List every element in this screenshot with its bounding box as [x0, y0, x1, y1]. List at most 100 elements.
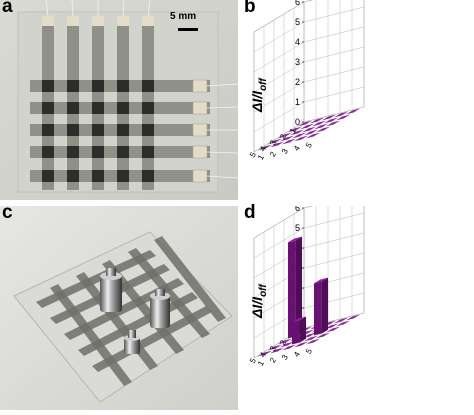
floor-cell — [345, 314, 361, 321]
gridline-z — [303, 6, 365, 23]
scale-bar — [178, 28, 198, 31]
panel-label-a: a — [2, 0, 13, 17]
floor-cell — [269, 141, 285, 148]
floor-cell — [257, 350, 273, 357]
floor-cell — [279, 135, 295, 142]
row-tick-label: 4 — [258, 144, 268, 153]
floor-cell — [315, 126, 331, 133]
floor-cell — [325, 120, 341, 127]
z-axis-label: ΔI/Ioff — [249, 283, 269, 319]
bar-face-side — [321, 277, 329, 334]
z-axis-label: ΔI/Ioff — [249, 77, 269, 113]
back-wall — [303, 192, 365, 329]
chart-b: 0 1 2 3 4 5 6 1 2 3 4 5 1 2 3 4 5 ΔI/Ioff b — [240, 0, 474, 204]
z-axis-label-main: ΔI/I — [249, 90, 265, 113]
bar-face-front — [313, 281, 322, 336]
z-axis-label-sub: off — [258, 283, 269, 297]
vertical-contacts — [42, 16, 154, 26]
row-tick-label: 1 — [288, 126, 298, 135]
gridline-z — [253, 101, 305, 133]
row-tick-label: 3 — [268, 344, 278, 353]
z-tick-label: 5 — [295, 17, 300, 27]
weight-1 — [100, 268, 122, 312]
floor-cell — [277, 132, 293, 139]
floor-cell — [293, 135, 309, 142]
panel-label-d: d — [244, 202, 256, 223]
floor-cell — [305, 132, 321, 139]
col-tick-label: 2 — [268, 356, 278, 365]
floor-cell — [303, 335, 319, 342]
z-tick-label: 4 — [295, 37, 300, 47]
z-tick-label: 0 — [295, 117, 300, 127]
bars — [287, 236, 329, 345]
gridline-z — [253, 41, 305, 73]
z-axis-label-sub: off — [258, 77, 269, 91]
wires — [45, 0, 239, 179]
bar-face-front — [287, 240, 296, 339]
floor-cell — [289, 129, 305, 136]
gridline-z — [253, 227, 305, 259]
floor-cell — [299, 123, 315, 130]
col-tick-label: 3 — [280, 353, 290, 362]
bar — [287, 236, 303, 339]
floor-cell — [267, 138, 283, 145]
floor-cell — [301, 126, 317, 133]
z-tick-labels: 0 1 2 3 4 5 6 — [295, 0, 304, 127]
bar — [291, 316, 307, 345]
z-tick-label: 1 — [295, 97, 300, 107]
floor-cell — [333, 317, 349, 324]
z-tick-label: 5 — [295, 223, 300, 233]
photo-a-drawing — [0, 0, 239, 200]
floor-cell — [315, 332, 331, 339]
gridline-z — [303, 46, 365, 63]
gridline-z — [253, 81, 305, 113]
floor-cell — [291, 132, 307, 139]
z-axis-label-main: ΔI/I — [249, 296, 265, 319]
floor-cell — [293, 341, 309, 348]
gridline-z — [253, 21, 305, 53]
floor-cell — [321, 114, 337, 121]
row-tick-label: 5 — [248, 150, 258, 159]
photo-c: c — [0, 202, 238, 410]
floor-cell — [269, 347, 285, 354]
z-tick-label: 6 — [295, 206, 300, 213]
col-tick-label: 4 — [292, 350, 302, 359]
gridline-z — [303, 86, 365, 103]
weight-2 — [150, 289, 170, 328]
floor-cell — [335, 114, 351, 121]
row-tick-label: 2 — [278, 132, 288, 141]
gridline-z — [303, 106, 365, 123]
col-tick-label: 4 — [292, 144, 302, 153]
panel-label-c: c — [2, 202, 13, 223]
gridline-z — [253, 121, 305, 153]
col-tick-label: 5 — [304, 347, 314, 356]
bar-face-top — [287, 236, 303, 243]
crossing-points — [42, 80, 154, 182]
floor-cell — [277, 338, 293, 345]
floor-cell — [281, 344, 297, 351]
bar-face-side — [299, 316, 307, 343]
floor-cell — [325, 326, 341, 333]
floor-cell — [267, 344, 283, 351]
gridline-z — [303, 252, 365, 269]
floor-cell — [335, 320, 351, 327]
back-wall — [303, 0, 365, 123]
gridline-z — [303, 26, 365, 43]
floor-cell — [281, 138, 297, 145]
photo-c-drawing — [0, 206, 238, 410]
z-tick-label: 6 — [295, 0, 300, 7]
col-tick-label: 2 — [268, 150, 278, 159]
gridline-z — [303, 232, 365, 249]
floor-cell — [297, 120, 313, 127]
photo-a: a 5 mm — [0, 0, 239, 200]
floor-cell — [279, 341, 295, 348]
panel-label-b: b — [244, 0, 256, 17]
floor-cell — [313, 123, 329, 130]
floor-cell — [287, 126, 303, 133]
floor-cell — [345, 108, 361, 115]
